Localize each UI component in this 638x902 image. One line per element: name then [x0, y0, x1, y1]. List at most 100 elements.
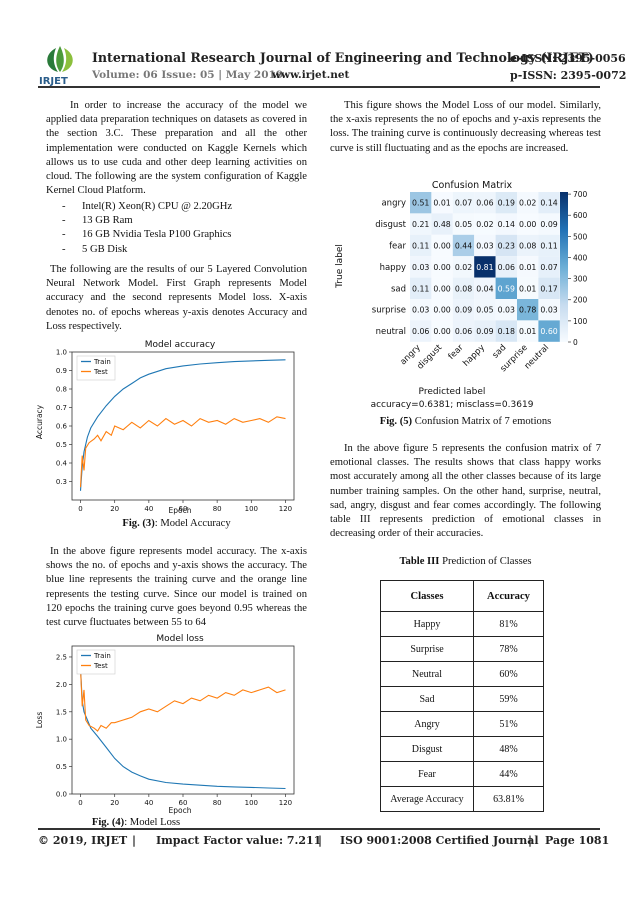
cm-cell: [452, 277, 475, 299]
table-header-classes: Classes: [380, 580, 474, 612]
footer-rule: [38, 828, 600, 830]
table-row: Fear 44%: [380, 761, 544, 787]
cm-cell: [431, 299, 453, 321]
acc-legend: Train Test: [76, 355, 116, 381]
cm-cell-value: 0.23: [498, 242, 515, 251]
cm-cell-value: 0.44: [455, 242, 472, 251]
cm-cell-value: 0.21: [412, 220, 429, 229]
cm-cell-value: 0.51: [412, 199, 429, 208]
acc-xtick-label: 60: [179, 505, 188, 513]
cm-cell: [410, 277, 432, 299]
cm-cell-value: 0.48: [433, 220, 450, 229]
loss-xtick-label: 100: [245, 799, 258, 807]
loss-xtick-label: 20: [110, 799, 119, 807]
cm-cell-value: 0.06: [455, 327, 472, 336]
cm-cell-value: 0.11: [412, 284, 429, 293]
table-cell-accuracy: 81%: [473, 611, 544, 637]
table-cell-class: Angry: [380, 711, 474, 737]
footer-sep-1: |: [132, 834, 137, 847]
cm-colorbar-label: 200: [573, 296, 588, 305]
acc-legend-box: [76, 355, 116, 381]
cm-cell: [452, 256, 475, 278]
right-para-2-text: In the above figure 5 represents the con…: [330, 443, 601, 540]
cm-cell-value: 0.04: [476, 284, 493, 293]
cm-colorbar-label: 500: [573, 232, 588, 241]
cm-cell-value: 0.00: [433, 306, 450, 315]
acc-plot-area: 0 20 40 60 80 100 120 0.3 0.4 0.5 0.6 0.7 0.8 0.9 1.0 T…: [56, 349, 295, 513]
cm-cell: [474, 234, 496, 257]
cm-colorbar-label: 100: [573, 317, 588, 326]
cm-cell: [517, 256, 539, 278]
model-loss-chart: Model loss Loss Epoch 0 20 40 60 80 100 120 0.0…: [35, 634, 295, 815]
table-cell-class: Average Accuracy: [380, 786, 474, 812]
fig5-label: Fig. (5): [379, 416, 413, 427]
footer-sep-3: |: [528, 834, 533, 847]
cm-colorbar-label: 300: [573, 275, 588, 284]
footer-iso: ISO 9001:2008 Certified Journal: [340, 834, 539, 847]
acc-ytick-label: 0.4: [56, 460, 68, 468]
table-cell-class: Fear: [380, 761, 474, 787]
table-row: Disgust 48%: [380, 736, 544, 762]
cm-cell-value: 0.03: [498, 306, 515, 315]
loss-legend-box: [76, 649, 116, 675]
fig3-label: Fig. (3): [122, 518, 155, 529]
cm-cell-value: 0.81: [476, 263, 493, 272]
volume-issue: Volume: 06 Issue: 05 | May 2019: [92, 69, 284, 81]
loss-legend-label: Train: [93, 652, 111, 660]
acc-ytick-label: 0.6: [56, 423, 68, 431]
loss-ytick-label: 1.5: [56, 708, 67, 716]
cm-row-label: fear: [389, 242, 406, 252]
acc-ytick-label: 0.3: [56, 478, 67, 486]
table-row: Sad 59%: [380, 686, 544, 712]
cm-cell-value: 0.07: [540, 263, 557, 272]
table-cell-class: Disgust: [380, 736, 474, 762]
cm-cell: [517, 277, 539, 299]
irjet-logo: IRJET: [39, 46, 73, 86]
table-cell-accuracy: 63.81%: [473, 786, 544, 812]
cm-cell: [517, 192, 539, 214]
cm-cell: [538, 192, 560, 214]
cm-cell-value: 0.01: [519, 327, 536, 336]
cm-row-label: angry: [381, 199, 406, 209]
table-row: Angry 51%: [380, 711, 544, 737]
left-para-2-text: The following are the results of our 5 L…: [46, 264, 307, 332]
bullet-ram: 13 GB Ram: [60, 214, 310, 228]
table-row: Surprise 78%: [380, 636, 544, 662]
eissn: e-ISSN: 2395-0056: [510, 52, 626, 65]
table-cell-class: Happy: [380, 611, 474, 637]
loss-ytick-label: 2.0: [56, 681, 67, 689]
cm-cell-value: 0.09: [455, 306, 472, 315]
cm-cell: [452, 234, 475, 257]
acc-chart-title: Model accuracy: [145, 340, 216, 350]
website-link[interactable]: www.irjet.net: [272, 69, 350, 81]
loss-series-test: [79, 667, 286, 732]
cm-cell: [538, 277, 560, 299]
cm-cell-value: 0.11: [412, 242, 429, 251]
acc-series-test: [79, 416, 286, 488]
cm-ylabel: True label: [335, 244, 345, 289]
footer-impact: Impact Factor value: 7.211: [156, 834, 322, 847]
acc-ytick-label: 0.5: [56, 441, 67, 449]
cm-colorbar-label: 700: [573, 190, 588, 199]
footer-copyright: © 2019, IRJET: [38, 834, 128, 847]
fig4-caption: Fig. (4): Model Loss: [46, 817, 226, 828]
cm-xlabel: Predicted label: [419, 387, 486, 397]
cm-cell: [410, 320, 432, 342]
cm-colorbar-label: 0: [573, 338, 578, 347]
cm-cell: [495, 299, 517, 321]
cm-cell: [410, 299, 432, 321]
journal-title: International Research Journal of Engine…: [92, 50, 594, 65]
cm-cell-value: 0.03: [476, 242, 493, 251]
cm-cell: [517, 320, 539, 342]
acc-ytick-label: 1.0: [56, 349, 67, 357]
loss-plot-area: 0 20 40 60 80 100 120 0.0 0.5 1.0 1.5 2.0 2.5 Train Te…: [56, 645, 295, 807]
table-title: Table III Prediction of Classes: [330, 556, 601, 567]
cm-cell: [474, 192, 496, 214]
cm-cell: [474, 320, 496, 342]
cm-cell: [495, 320, 517, 342]
cm-col-label: disgust: [415, 342, 444, 371]
acc-xtick-label: 40: [144, 505, 153, 513]
cm-cell: [452, 192, 475, 214]
cm-cell: [410, 234, 432, 257]
table-row: Average Accuracy 63.81%: [380, 786, 544, 812]
